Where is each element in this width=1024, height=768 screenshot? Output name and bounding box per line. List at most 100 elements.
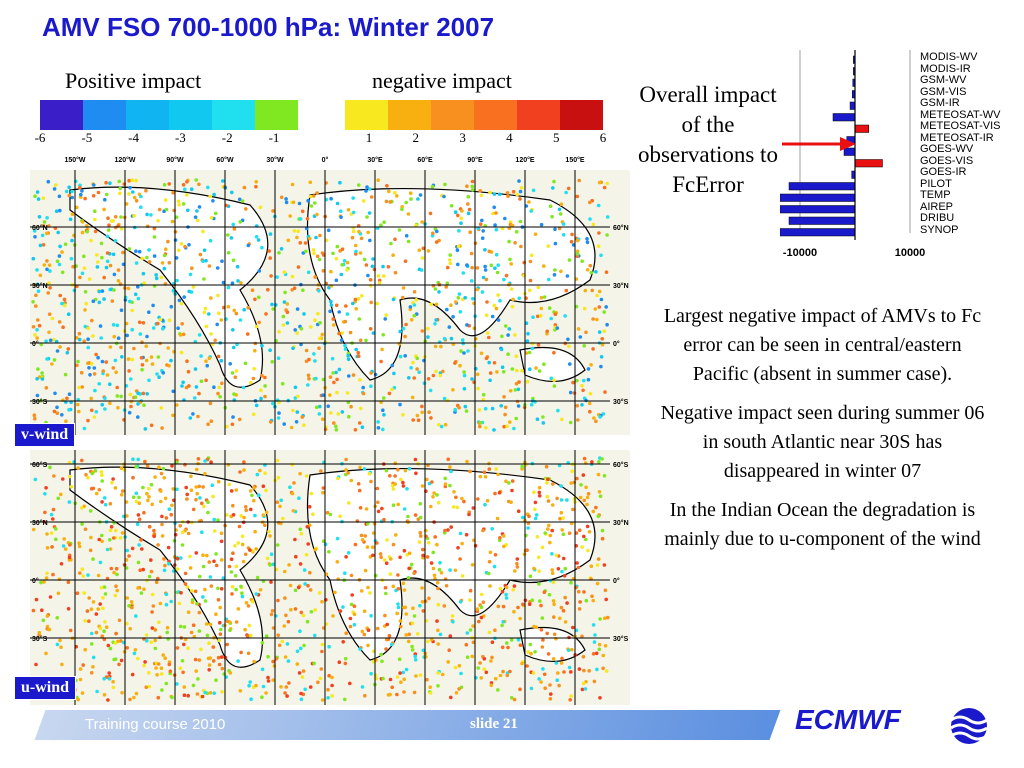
positive-tick: -4: [128, 130, 140, 145]
lat-label: 0°: [613, 340, 620, 348]
obs-label: SYNOP: [920, 223, 959, 236]
lat-label: 30°S: [32, 635, 48, 643]
obs-xtick: 10000: [895, 247, 926, 259]
australia-outline: [519, 346, 586, 383]
obs-label: PILOT: [920, 177, 952, 190]
lat-label: 60°N: [613, 224, 629, 232]
positive-tick: -3: [174, 130, 186, 145]
americas-outline: [69, 186, 269, 388]
obs-label: MODIS-WV: [920, 51, 978, 63]
negative-swatch: [517, 100, 560, 130]
lat-label: 30°S: [613, 635, 629, 643]
obs-label: DRIBU: [920, 212, 955, 224]
lon-label: 150°W: [64, 156, 85, 164]
lat-label: 30°S: [613, 398, 629, 406]
lon-label: 60°W: [216, 156, 234, 164]
positive-swatch: [40, 100, 83, 130]
lon-label: 90°E: [467, 156, 483, 164]
lon-label: 120°W: [114, 156, 135, 164]
lon-label: 30°E: [367, 156, 383, 164]
negative-tick: 5: [552, 130, 560, 145]
positive-tick: -2: [221, 130, 233, 145]
lat-label: 60°N: [32, 224, 48, 232]
lon-label: 60°E: [417, 156, 433, 164]
slide-number: slide 21: [470, 716, 518, 732]
negative-swatch: [431, 100, 474, 130]
obs-bar: [788, 216, 856, 225]
explanation-text: Largest negative impact of AMVs to Fc er…: [655, 302, 990, 564]
paragraph-1: Largest negative impact of AMVs to Fc er…: [663, 305, 982, 385]
obs-label: GSM-IR: [920, 97, 960, 109]
positive-swatch: [126, 100, 169, 130]
v-wind-tag: v-wind: [14, 423, 76, 447]
obs-bar: [854, 159, 883, 168]
obs-label: AIREP: [920, 200, 954, 213]
positive-swatch: [212, 100, 255, 130]
observation-impact-chart: -10000 10000 MODIS-WV MODIS-IR GSM-WV GSM-VI…: [779, 50, 1020, 265]
positive-swatch: [169, 100, 212, 130]
obs-bar: [832, 113, 856, 122]
lat-label: 30°N: [613, 282, 629, 290]
obs-bar: [779, 228, 856, 237]
negative-tick: 2: [412, 130, 420, 145]
lat-label: 0°: [613, 577, 620, 585]
obs-xtick: -10000: [783, 247, 817, 259]
obs-label: METEOSAT-WV: [920, 108, 1001, 121]
lat-label: 30°S: [32, 398, 48, 406]
positive-impact-label: Positive impact: [65, 68, 202, 93]
lon-label: 30°W: [266, 156, 284, 164]
lon-label: 150°E: [565, 156, 584, 164]
obs-bar: [788, 182, 856, 191]
obs-label: TEMP: [920, 189, 951, 201]
obs-label: GSM-VIS: [920, 85, 967, 98]
overall-impact-text: Overall impact of the observations to Fc…: [638, 82, 778, 197]
negative-swatch: [474, 100, 517, 130]
lat-label: 30°N: [613, 519, 629, 527]
obs-label: GOES-VIS: [920, 154, 974, 167]
lon-label: 120°E: [515, 156, 534, 164]
obs-label: MODIS-IR: [920, 62, 971, 75]
lat-label: 0°: [32, 577, 39, 585]
lat-label: 30°N: [32, 519, 48, 527]
ecmwf-logo-text: ECMWF: [795, 704, 901, 735]
positive-swatch: [83, 100, 126, 130]
negative-swatch: [345, 100, 388, 130]
lat-label: 60°S: [613, 461, 629, 469]
v-wind-map: [30, 170, 630, 435]
negative-colorbar: 1 2 3 4 5 6: [345, 100, 606, 146]
negative-tick: 6: [599, 130, 607, 145]
obs-bar: [779, 205, 856, 214]
negative-swatch: [388, 100, 431, 130]
obs-label: GOES-IR: [920, 166, 967, 178]
positive-colorbar: -6 -5 -4 -3 -2 -1: [35, 100, 298, 146]
negative-impact-label: negative impact: [372, 68, 512, 93]
obs-label: METEOSAT-VIS: [920, 120, 1001, 132]
positive-tick: -6: [34, 130, 46, 145]
obs-bar: [849, 101, 856, 110]
lat-label: 30°N: [32, 282, 48, 290]
paragraph-2: Negative impact seen during summer 06 in…: [660, 402, 985, 482]
lat-label: 0°: [32, 340, 39, 348]
obs-label: GOES-WV: [920, 143, 974, 155]
obs-label: METEOSAT-IR: [920, 131, 994, 144]
obs-bar: [779, 193, 856, 202]
positive-swatch: [255, 100, 298, 130]
u-wind-map: [30, 450, 630, 705]
u-wind-tag: u-wind: [14, 676, 77, 700]
paragraph-3: In the Indian Ocean the degradation is m…: [664, 499, 981, 550]
ecmwf-logo-icon: [950, 708, 988, 744]
fso-maps: 150°W 120°W 90°W 60°W 30°W 0° 30°E 60°E 90°E 120°…: [30, 150, 630, 705]
slide-title: AMV FSO 700-1000 hPa: Winter 2007: [42, 12, 495, 42]
negative-swatch: [560, 100, 603, 130]
negative-tick: 3: [459, 130, 466, 145]
red-arrow-icon: [782, 137, 856, 151]
obs-label: GSM-WV: [920, 74, 967, 86]
negative-tick: 1: [365, 130, 373, 145]
americas-outline-2: [69, 466, 269, 668]
eurasia-africa-outline: [306, 187, 596, 381]
lat-label: 60°S: [32, 461, 48, 469]
positive-tick: -1: [268, 130, 280, 145]
lon-label: 90°W: [166, 156, 184, 164]
positive-tick: -5: [81, 130, 93, 145]
negative-tick: 4: [506, 130, 513, 145]
